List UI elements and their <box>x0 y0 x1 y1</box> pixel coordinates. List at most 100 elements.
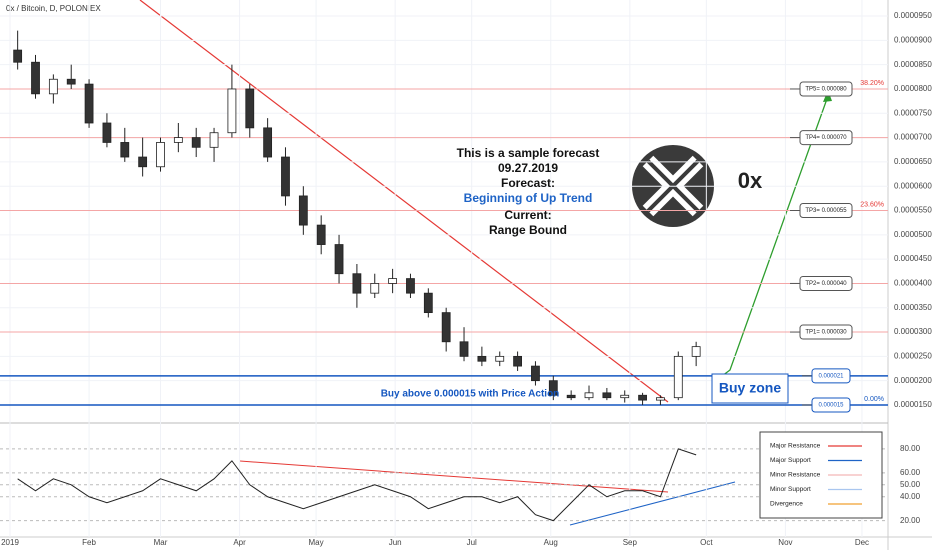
candle-body <box>673 355 683 399</box>
candle-body <box>334 244 344 275</box>
x-tick-label: Oct <box>700 538 713 547</box>
x-tick-label: Mar <box>154 538 168 547</box>
candle-body <box>370 283 380 294</box>
candle-body <box>566 394 576 399</box>
candle-body <box>602 392 612 399</box>
candle-body <box>191 137 201 148</box>
candle-body <box>477 355 487 362</box>
callout-box <box>799 275 853 291</box>
callout-box <box>799 130 853 146</box>
callout-label: 0.000021 <box>818 373 844 379</box>
trendline <box>139 0 669 403</box>
buy-note: Buy above 0.000015 with Price Action <box>381 389 560 400</box>
candle-body <box>316 224 326 245</box>
current-text: Current: <box>504 208 551 222</box>
y-tick-label: 0.0000900 <box>894 35 932 44</box>
candle-body <box>227 88 237 134</box>
candle-body <box>638 394 647 401</box>
x-tick-label: Apr <box>233 538 246 547</box>
candle-body <box>584 392 594 399</box>
candle-body <box>31 61 40 95</box>
candle-body <box>102 122 112 143</box>
candle-body <box>245 88 255 129</box>
x-tick-label: Sep <box>623 538 638 547</box>
candle-body <box>138 156 148 168</box>
candle-body <box>209 132 219 148</box>
y-tick-label: 0.0000400 <box>894 279 932 288</box>
y-tick-label: 80.00 <box>900 444 921 453</box>
candle-body <box>459 341 469 357</box>
candle-body <box>406 278 415 294</box>
candle-body <box>441 312 451 343</box>
callout-label: TP4= 0.000070 <box>805 135 847 141</box>
y-tick-label: 0.0000600 <box>894 181 932 190</box>
candle-body <box>495 355 505 362</box>
y-tick-label: 20.00 <box>900 516 921 525</box>
candle-body <box>691 346 701 357</box>
trend-text: Beginning of Up Trend <box>464 191 593 205</box>
callout-box <box>811 368 851 384</box>
y-tick-label: 0.0000200 <box>894 376 932 385</box>
candle-body <box>281 156 290 197</box>
y-tick-label: 0.0000150 <box>894 400 932 409</box>
candle-body <box>620 394 630 399</box>
callout-label: TP3= 0.000055 <box>805 208 847 214</box>
y-tick-label: 0.0000800 <box>894 84 932 93</box>
x-tick-label: 2019 <box>1 538 19 547</box>
y-tick-label: 60.00 <box>900 468 921 477</box>
candle-body <box>120 142 130 158</box>
candle-body <box>548 380 558 396</box>
x-tick-label: Feb <box>82 538 96 547</box>
coin-name: 0x <box>738 168 763 193</box>
x-tick-label: May <box>309 538 324 547</box>
current-text: Range Bound <box>489 223 567 237</box>
forecast-text: Forecast: <box>501 176 555 190</box>
candle-body <box>298 195 308 226</box>
y-tick-label: 0.0000750 <box>894 108 932 117</box>
candle-body <box>13 49 23 63</box>
forecast-text: This is a sample forecast <box>457 146 600 160</box>
candle-body <box>656 397 665 401</box>
callout-box <box>799 81 853 97</box>
y-tick-label: 0.0000550 <box>894 206 932 215</box>
callout-label: TP2= 0.000040 <box>805 281 847 287</box>
candle-body <box>388 278 398 284</box>
candle-body <box>156 142 165 168</box>
buy-zone-box <box>711 373 789 404</box>
legend-label: Major Resistance <box>770 443 821 450</box>
x-tick-label: Jul <box>467 538 477 547</box>
y-tick-label: 0.0000500 <box>894 230 932 239</box>
callout-label: TP1= 0.000030 <box>805 330 847 336</box>
divergence-resistance <box>239 460 669 493</box>
callout-box <box>799 203 853 219</box>
candle-body <box>531 365 540 382</box>
fib-label: 0.00% <box>864 396 884 403</box>
candle-body <box>513 355 522 367</box>
callout-label: TP5= 0.000080 <box>805 87 847 93</box>
callout-box <box>811 397 851 413</box>
rsi-line <box>17 448 697 522</box>
y-tick-label: 0.0000350 <box>894 303 932 312</box>
y-tick-label: 0.0000650 <box>894 157 932 166</box>
legend-label: Divergence <box>770 501 803 508</box>
y-tick-label: 0.0000300 <box>894 327 932 336</box>
fib-label: 38.20% <box>860 80 884 87</box>
y-tick-label: 0.0000950 <box>894 11 932 20</box>
legend-label: Minor Resistance <box>770 472 821 479</box>
y-tick-label: 40.00 <box>900 492 921 501</box>
buy-zone-label: Buy zone <box>719 380 781 396</box>
candle-body <box>263 127 273 158</box>
candle-body <box>423 292 433 314</box>
candle-body <box>66 78 76 85</box>
x-tick-label: Dec <box>855 538 869 547</box>
candle-body <box>48 78 58 95</box>
fib-label: 23.60% <box>860 201 884 208</box>
x-tick-label: Jun <box>389 538 402 547</box>
y-tick-label: 0.0000450 <box>894 254 932 263</box>
callout-box <box>799 324 853 340</box>
divergence-support <box>569 481 736 526</box>
candle-body <box>84 83 94 124</box>
x-tick-label: Aug <box>544 538 558 547</box>
